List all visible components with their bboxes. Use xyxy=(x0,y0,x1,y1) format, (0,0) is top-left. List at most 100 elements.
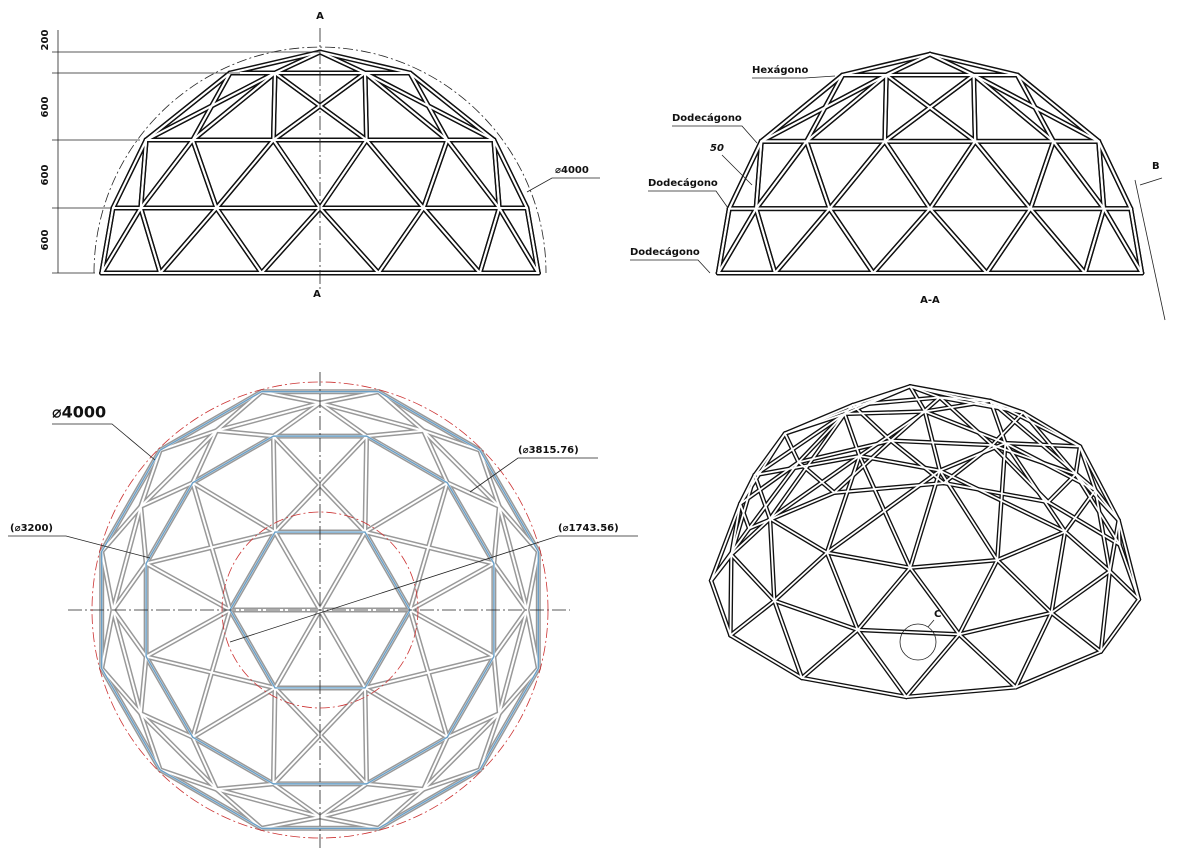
plan-outline xyxy=(101,391,539,829)
strut xyxy=(215,390,263,432)
strut xyxy=(272,139,321,209)
strut xyxy=(851,396,941,407)
strut xyxy=(191,72,276,141)
strut xyxy=(1094,489,1111,573)
strut xyxy=(364,655,495,689)
diameter-label: ⌀4000 xyxy=(52,403,106,422)
strut xyxy=(739,502,751,530)
strut xyxy=(100,550,114,611)
strut xyxy=(377,207,425,274)
strut xyxy=(1014,611,1053,689)
strut xyxy=(319,207,380,274)
diameter-arc xyxy=(93,46,547,274)
strut xyxy=(100,667,142,715)
strut xyxy=(1102,207,1143,274)
strut xyxy=(1074,445,1081,476)
strut xyxy=(274,51,321,74)
strut xyxy=(753,474,771,520)
strut xyxy=(773,207,831,274)
strut xyxy=(260,207,321,274)
strut xyxy=(1050,611,1102,653)
strut xyxy=(191,736,218,791)
strut xyxy=(889,439,994,447)
label: Dodecágono xyxy=(672,112,742,124)
leader xyxy=(52,423,156,461)
strut xyxy=(958,559,999,636)
strut xyxy=(1016,74,1100,143)
strut xyxy=(409,609,449,739)
strut xyxy=(139,505,148,565)
dimension-label: 600 xyxy=(40,165,51,186)
section-view xyxy=(715,51,1145,276)
strut xyxy=(856,629,908,698)
strut xyxy=(319,531,366,611)
strut xyxy=(755,207,776,274)
strut xyxy=(717,207,731,274)
strut xyxy=(409,562,495,611)
strut xyxy=(112,505,142,611)
strut xyxy=(112,609,142,715)
plan-view-annotations: ⌀4000 (⌀3815.76) (⌀3200) (⌀1743.56) xyxy=(8,372,638,850)
strut xyxy=(377,788,425,830)
strut xyxy=(1099,570,1111,653)
strut xyxy=(215,402,321,432)
strut xyxy=(422,429,501,508)
strut xyxy=(939,396,994,447)
strut xyxy=(112,609,148,658)
strut xyxy=(364,72,449,141)
strut xyxy=(319,51,366,74)
strut xyxy=(730,502,742,556)
strut xyxy=(498,207,540,274)
strut xyxy=(909,559,999,569)
strut xyxy=(260,390,321,404)
label: Hexágono xyxy=(752,64,808,76)
strut xyxy=(1047,473,1077,503)
strut xyxy=(364,686,449,739)
strut xyxy=(1097,140,1105,210)
strut xyxy=(929,207,988,274)
strut xyxy=(145,655,276,689)
strut xyxy=(100,207,114,274)
strut xyxy=(909,566,961,636)
strut xyxy=(1079,445,1120,522)
section-mark: A xyxy=(316,11,324,22)
strut xyxy=(828,140,886,210)
strut xyxy=(478,207,501,274)
strut xyxy=(938,469,999,561)
strut xyxy=(191,481,231,611)
diameter-label: (⌀3815.76) xyxy=(518,445,579,456)
strut xyxy=(1014,650,1102,689)
strut xyxy=(843,410,926,415)
strut xyxy=(364,72,368,141)
strut xyxy=(215,788,321,818)
strut xyxy=(924,410,1007,445)
strut xyxy=(833,482,945,494)
strut xyxy=(364,72,495,141)
iso-view-annotations: C xyxy=(899,609,941,661)
geometry xyxy=(99,49,1145,831)
iso-view xyxy=(708,384,1142,700)
strut xyxy=(319,816,380,830)
strut xyxy=(872,207,931,274)
strut xyxy=(139,712,194,739)
strut xyxy=(958,633,1017,689)
strut xyxy=(191,686,276,739)
strut xyxy=(760,74,844,143)
strut xyxy=(1047,501,1121,546)
strut xyxy=(991,411,1024,447)
strut xyxy=(215,429,275,438)
diameter-circle xyxy=(221,511,419,709)
strut xyxy=(191,139,218,209)
strut xyxy=(938,469,1066,533)
strut xyxy=(100,505,142,553)
strut xyxy=(100,207,142,274)
strut xyxy=(112,139,148,209)
strut xyxy=(272,435,366,534)
strut xyxy=(858,455,911,569)
dimension-label: 50 xyxy=(710,143,724,154)
strut xyxy=(985,207,1032,274)
strut xyxy=(498,505,540,553)
strut xyxy=(826,455,861,554)
strut xyxy=(145,609,231,658)
strut xyxy=(991,444,1077,476)
